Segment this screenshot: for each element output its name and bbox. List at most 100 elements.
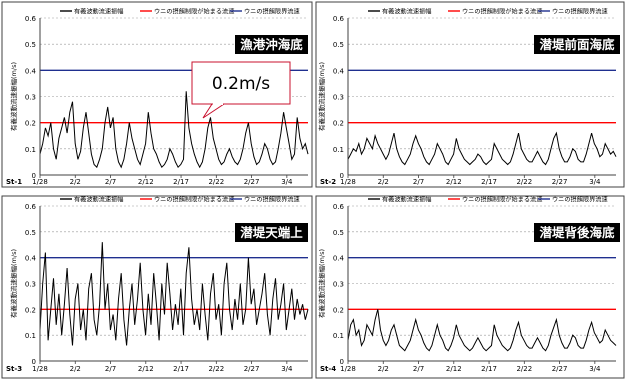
legend-label: 有義波動流速振幅 — [382, 8, 432, 16]
legend-label: ウニの摂餌限界流速 — [552, 196, 608, 204]
y-tick-label: 0.1 — [333, 146, 344, 154]
x-tick-label: 3/4 — [281, 365, 293, 373]
x-tick-label: 2/2 — [378, 178, 389, 186]
x-tick-label: 2/12 — [138, 178, 154, 186]
y-tick-label: 0 — [32, 358, 36, 366]
y-tick-label: 0.4 — [25, 67, 37, 75]
legend-label: ウニの摂餌制限が始まる流速 — [462, 196, 542, 204]
y-tick-label: 0.4 — [333, 255, 345, 263]
legend-label: ウニの摂餌制限が始まる流速 — [462, 8, 542, 16]
y-axis-label: 有義波動流速振幅(m/s) — [317, 62, 326, 131]
x-tick-label: 2/7 — [413, 178, 424, 186]
series-line — [39, 91, 309, 169]
y-tick-label: 0 — [340, 358, 344, 366]
station-title-badge — [235, 35, 308, 54]
station-title: 漁港沖海底 — [240, 37, 303, 52]
legend: 有義波動流速振幅 ウニの摂餌制限が始まる流速 ウニの摂餌限界流速 — [60, 196, 300, 204]
station-title: 潜堤背後海底 — [539, 225, 615, 240]
y-tick-label: 0.4 — [333, 67, 345, 75]
x-tick-label: 1/28 — [32, 178, 48, 186]
y-axis-label: 有義波動流速振幅(m/s) — [9, 62, 18, 131]
legend: 有義波動流速振幅 ウニの摂餌制限が始まる流速 ウニの摂餌限界流速 — [368, 196, 608, 204]
x-tick-label: 2/17 — [481, 365, 497, 373]
y-axis-label: 有義波動流速振幅(m/s) — [9, 249, 18, 318]
x-tick-label: 1/28 — [340, 178, 356, 186]
x-tick-label: 2/17 — [173, 178, 189, 186]
x-tick-label: 2/2 — [378, 365, 389, 373]
y-tick-label: 0.3 — [333, 281, 344, 289]
y-tick-label: 0.2 — [333, 306, 344, 314]
station-title: 潜堤天端上 — [240, 225, 303, 240]
legend-label: ウニの摂餌限界流速 — [244, 196, 300, 204]
station-title-badge — [534, 223, 620, 242]
y-tick-label: 0.3 — [333, 94, 344, 102]
y-tick-label: 0.3 — [25, 281, 36, 289]
y-tick-label: 0.6 — [25, 15, 37, 23]
x-tick-label: 2/12 — [446, 178, 462, 186]
x-tick-label: 1/28 — [32, 365, 48, 373]
y-tick-label: 0.5 — [333, 229, 344, 237]
legend-label: 有義波動流速振幅 — [382, 196, 432, 204]
legend-label: 有義波動流速振幅 — [74, 196, 124, 204]
y-tick-label: 0.5 — [25, 229, 36, 237]
y-tick-label: 0.2 — [25, 306, 36, 314]
x-tick-label: 2/17 — [173, 365, 189, 373]
x-tick-label: 2/27 — [552, 365, 568, 373]
x-tick-label: 2/27 — [244, 365, 260, 373]
y-tick-label: 0.1 — [333, 332, 344, 340]
x-tick-label: 3/4 — [281, 178, 293, 186]
legend: 有義波動流速振幅 ウニの摂餌制限が始まる流速 ウニの摂餌限界流速 — [368, 8, 608, 16]
legend-label: 有義波動流速振幅 — [74, 8, 124, 16]
station-label: St-1 — [6, 178, 22, 186]
x-tick-label: 2/27 — [552, 178, 568, 186]
series-line — [347, 131, 617, 166]
y-tick-label: 0.3 — [25, 94, 36, 102]
legend-label: ウニの摂餌制限が始まる流速 — [154, 8, 234, 16]
x-tick-label: 2/2 — [70, 178, 81, 186]
legend-label: ウニの摂餌限界流速 — [244, 8, 300, 16]
station-title-badge — [235, 223, 308, 242]
series-line — [39, 242, 309, 346]
legend-label: ウニの摂餌制限が始まる流速 — [154, 196, 234, 204]
y-tick-label: 0 — [32, 172, 36, 180]
x-tick-label: 2/22 — [516, 178, 532, 186]
y-tick-label: 0.6 — [333, 15, 345, 23]
chart-panel-4: 0 0.1 0.2 0.3 0.4 0.5 0.6 1/28 2/2 2/7 2/12 2/17 2/2… — [315, 195, 625, 379]
callout: 0.2m/s — [191, 61, 291, 119]
station-label: St-2 — [320, 178, 336, 186]
y-tick-label: 0.5 — [333, 41, 344, 49]
y-axis-label: 有義波動流速振幅(m/s) — [317, 249, 326, 318]
legend: 有義波動流速振幅 ウニの摂餌制限が始まる流速 ウニの摂餌限界流速 — [60, 8, 300, 16]
station-label: St-4 — [320, 365, 336, 373]
x-tick-label: 2/12 — [446, 365, 462, 373]
series-line — [347, 309, 617, 352]
x-tick-label: 2/2 — [70, 365, 81, 373]
x-tick-label: 3/4 — [589, 178, 601, 186]
x-tick-label: 2/7 — [105, 178, 116, 186]
x-tick-label: 2/22 — [208, 365, 224, 373]
y-tick-label: 0.6 — [25, 203, 37, 211]
station-label: St-3 — [6, 365, 22, 373]
station-title-badge — [534, 35, 620, 54]
x-tick-label: 2/27 — [244, 178, 260, 186]
callout-box — [191, 61, 291, 105]
x-tick-label: 1/28 — [340, 365, 356, 373]
y-tick-label: 0.1 — [25, 146, 36, 154]
x-tick-label: 2/12 — [138, 365, 154, 373]
chart-panel-2: 0 0.1 0.2 0.3 0.4 0.5 0.6 1/28 2/2 2/7 2/12 2/17 2/2… — [315, 1, 625, 188]
y-tick-label: 0.6 — [333, 203, 345, 211]
x-tick-label: 2/22 — [516, 365, 532, 373]
y-tick-label: 0.4 — [25, 255, 37, 263]
x-tick-label: 2/7 — [413, 365, 424, 373]
y-tick-label: 0.2 — [25, 120, 36, 128]
callout-text: 0.2m/s — [212, 74, 270, 94]
x-tick-label: 2/17 — [481, 178, 497, 186]
x-tick-label: 3/4 — [589, 365, 601, 373]
y-tick-label: 0 — [340, 172, 344, 180]
chart-panel-3: 0 0.1 0.2 0.3 0.4 0.5 0.6 1/28 2/2 2/7 2/12 2/17 2/2… — [1, 195, 313, 379]
legend-label: ウニの摂餌限界流速 — [552, 8, 608, 16]
panel-frame — [315, 1, 625, 188]
y-tick-label: 0.2 — [333, 120, 344, 128]
